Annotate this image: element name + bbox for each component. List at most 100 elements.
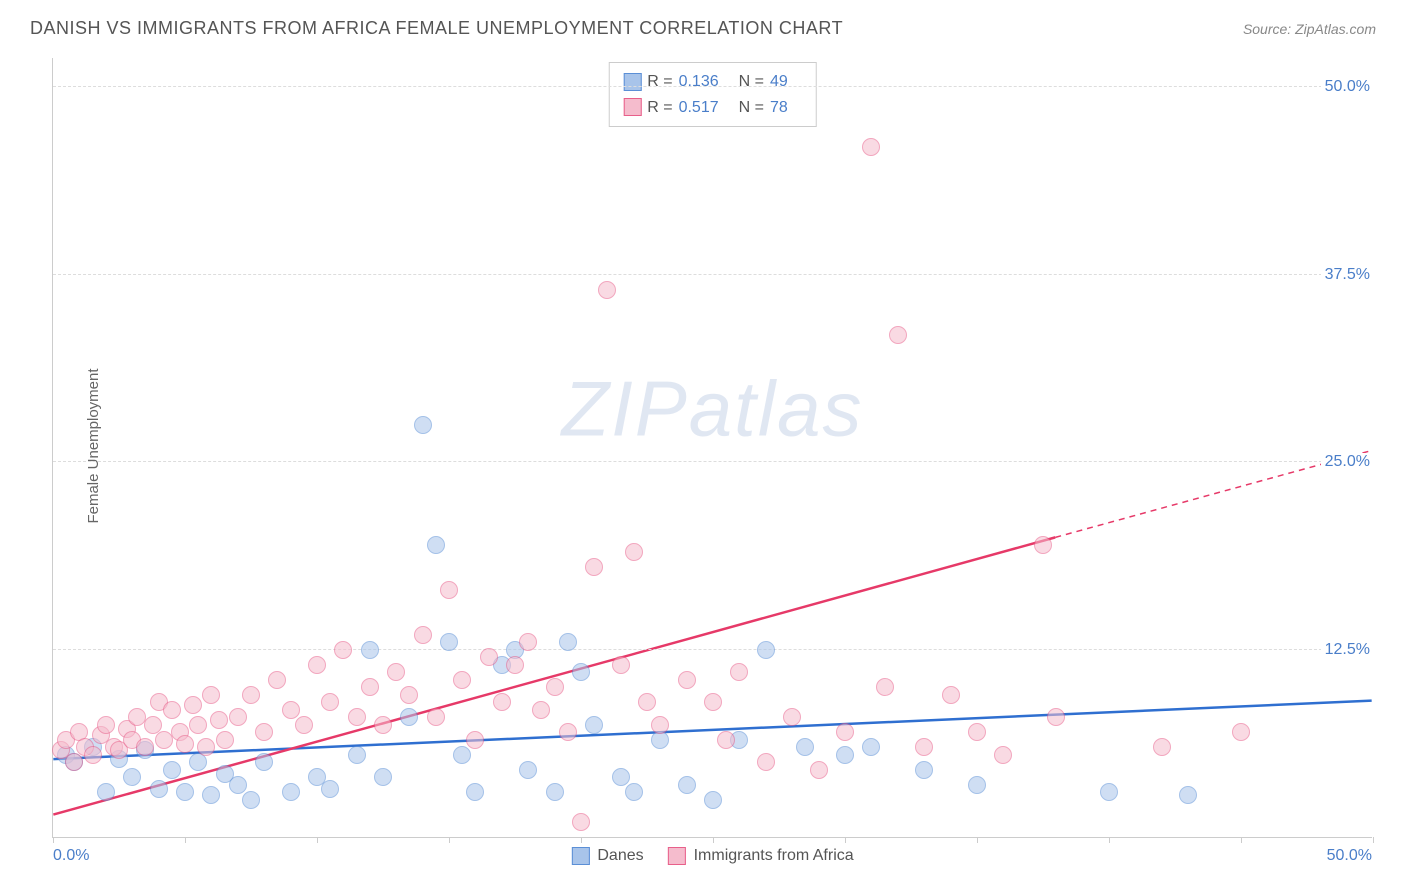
data-point xyxy=(427,708,445,726)
data-point xyxy=(229,776,247,794)
data-point xyxy=(783,708,801,726)
stats-legend: R =0.136 N =49 R =0.517 N =78 xyxy=(608,62,817,127)
data-point xyxy=(836,723,854,741)
data-point xyxy=(440,633,458,651)
data-point xyxy=(295,716,313,734)
data-point xyxy=(255,723,273,741)
data-point xyxy=(189,716,207,734)
data-point xyxy=(1153,738,1171,756)
data-point xyxy=(493,693,511,711)
y-tick-label: 50.0% xyxy=(1321,78,1374,96)
data-point xyxy=(466,731,484,749)
data-point xyxy=(176,783,194,801)
data-point xyxy=(704,693,722,711)
data-point xyxy=(242,791,260,809)
x-axis-label-min: 0.0% xyxy=(53,847,89,865)
data-point xyxy=(1232,723,1250,741)
data-point xyxy=(65,753,83,771)
data-point xyxy=(889,326,907,344)
data-point xyxy=(796,738,814,756)
data-point xyxy=(757,641,775,659)
legend-item-africa: Immigrants from Africa xyxy=(668,847,854,865)
x-tick xyxy=(449,837,450,843)
watermark: ZIPatlas xyxy=(561,363,863,454)
y-tick-label: 12.5% xyxy=(1321,641,1374,659)
data-point xyxy=(308,656,326,674)
data-point xyxy=(348,708,366,726)
data-point xyxy=(202,686,220,704)
stats-row-danes: R =0.136 N =49 xyxy=(623,69,802,95)
data-point xyxy=(1047,708,1065,726)
stats-row-africa: R =0.517 N =78 xyxy=(623,95,802,121)
x-tick xyxy=(185,837,186,843)
x-tick xyxy=(53,837,54,843)
data-point xyxy=(1034,536,1052,554)
data-point xyxy=(197,738,215,756)
x-tick xyxy=(1373,837,1374,843)
data-point xyxy=(374,716,392,734)
legend-item-danes: Danes xyxy=(571,847,643,865)
data-point xyxy=(387,663,405,681)
data-point xyxy=(361,678,379,696)
data-point xyxy=(598,281,616,299)
gridline xyxy=(53,86,1372,87)
data-point xyxy=(123,768,141,786)
data-point xyxy=(136,738,154,756)
data-point xyxy=(163,701,181,719)
data-point xyxy=(704,791,722,809)
data-point xyxy=(427,536,445,554)
data-point xyxy=(678,671,696,689)
x-tick xyxy=(977,837,978,843)
data-point xyxy=(453,671,471,689)
data-point xyxy=(374,768,392,786)
data-point xyxy=(176,735,194,753)
data-point xyxy=(97,716,115,734)
swatch-africa xyxy=(623,98,641,116)
legend-swatch-danes xyxy=(571,847,589,865)
gridline xyxy=(53,274,1372,275)
data-point xyxy=(994,746,1012,764)
data-point xyxy=(97,783,115,801)
swatch-danes xyxy=(623,73,641,91)
data-point xyxy=(440,581,458,599)
data-point xyxy=(625,783,643,801)
data-point xyxy=(559,723,577,741)
data-point xyxy=(519,633,537,651)
data-point xyxy=(546,678,564,696)
data-point xyxy=(585,716,603,734)
data-point xyxy=(466,783,484,801)
x-tick xyxy=(581,837,582,843)
gridline xyxy=(53,649,1372,650)
data-point xyxy=(968,776,986,794)
data-point xyxy=(559,633,577,651)
data-point xyxy=(625,543,643,561)
data-point xyxy=(519,761,537,779)
data-point xyxy=(84,746,102,764)
source-attribution: Source: ZipAtlas.com xyxy=(1243,21,1376,37)
data-point xyxy=(1179,786,1197,804)
series-legend: Danes Immigrants from Africa xyxy=(571,847,853,865)
data-point xyxy=(414,626,432,644)
data-point xyxy=(532,701,550,719)
data-point xyxy=(348,746,366,764)
data-point xyxy=(968,723,986,741)
data-point xyxy=(216,731,234,749)
data-point xyxy=(202,786,220,804)
data-point xyxy=(862,738,880,756)
x-tick xyxy=(1109,837,1110,843)
data-point xyxy=(334,641,352,659)
data-point xyxy=(229,708,247,726)
data-point xyxy=(255,753,273,771)
x-tick xyxy=(845,837,846,843)
data-point xyxy=(612,768,630,786)
legend-label: Immigrants from Africa xyxy=(694,847,854,865)
data-point xyxy=(651,716,669,734)
data-point xyxy=(184,696,202,714)
x-tick xyxy=(317,837,318,843)
x-axis-label-max: 50.0% xyxy=(1327,847,1372,865)
data-point xyxy=(282,701,300,719)
data-point xyxy=(638,693,656,711)
x-tick xyxy=(713,837,714,843)
data-point xyxy=(717,731,735,749)
data-point xyxy=(612,656,630,674)
